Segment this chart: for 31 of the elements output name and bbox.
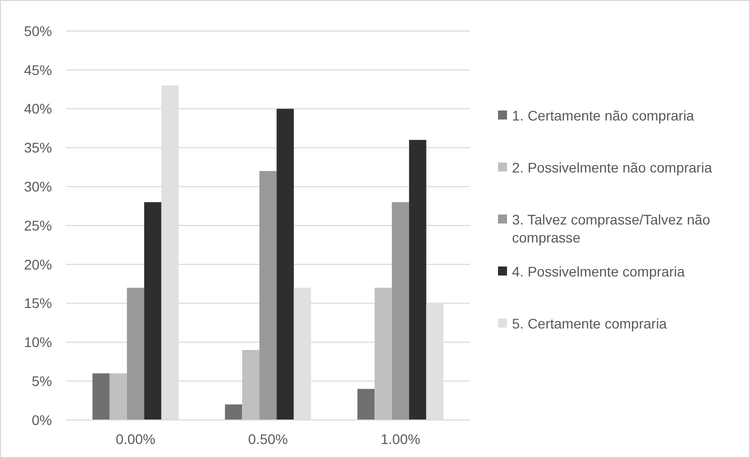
y-tick-label: 30% — [24, 178, 52, 194]
y-tick-label: 20% — [24, 256, 52, 272]
y-tick-label: 0% — [32, 412, 52, 428]
legend-label: 2. Possivelmente não compraria — [512, 159, 712, 176]
y-tick-label: 40% — [24, 100, 52, 117]
bar — [259, 171, 277, 420]
x-tick-label: 0.00% — [116, 431, 156, 447]
legend-label: 1. Certamente não compraria — [512, 107, 694, 124]
bar — [224, 404, 242, 420]
bar — [144, 202, 162, 420]
bar — [126, 288, 144, 420]
y-tick-label: 25% — [24, 217, 52, 234]
bar — [92, 373, 110, 420]
legend-label: 4. Possivelmente compraria — [512, 263, 685, 280]
bar — [110, 373, 127, 420]
y-tick-label: 45% — [24, 62, 52, 78]
x-tick-label: 1.00% — [380, 431, 420, 447]
bar — [374, 288, 392, 420]
x-tick-label: 0.50% — [248, 431, 288, 447]
y-tick-label: 10% — [24, 334, 52, 350]
bar — [392, 202, 410, 420]
bar — [409, 140, 426, 420]
bar — [357, 388, 375, 420]
legend-label: 3. Talvez comprasse/Talvez não comprasse — [512, 211, 710, 246]
y-tick-label: 5% — [32, 373, 52, 389]
y-tick-label: 35% — [24, 140, 52, 156]
bar — [276, 108, 294, 420]
y-tick-label: 50% — [24, 22, 52, 39]
y-tick-label: 15% — [24, 295, 52, 312]
bar — [242, 350, 260, 420]
legend-label: 5. Certamente compraria — [512, 315, 668, 332]
